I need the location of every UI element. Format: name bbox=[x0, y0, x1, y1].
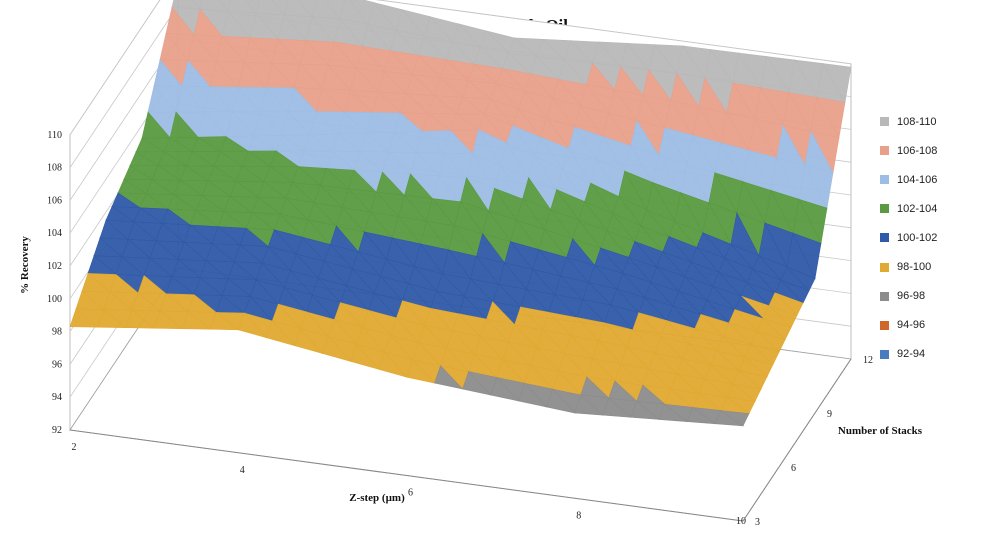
x-axis-line bbox=[69, 429, 744, 522]
x-tick-label: 2 bbox=[72, 442, 77, 453]
gridline bbox=[69, 0, 852, 136]
legend-item: 100-102 bbox=[880, 223, 990, 252]
z-tick-label: 110 bbox=[47, 130, 62, 141]
surface-patch bbox=[630, 400, 660, 420]
legend-item: 98-100 bbox=[880, 252, 990, 281]
depth-tick-label: 12 bbox=[863, 355, 873, 366]
legend-label: 102-104 bbox=[897, 202, 938, 215]
legend-swatch bbox=[880, 349, 889, 359]
legend-swatch bbox=[880, 320, 889, 330]
x-tick-label: 10 bbox=[736, 516, 746, 527]
legend-item: 102-104 bbox=[880, 194, 990, 223]
legend-item: 108-110 bbox=[880, 107, 990, 136]
surface-patch bbox=[602, 397, 632, 418]
legend-label: 108-110 bbox=[897, 115, 937, 128]
legend-label: 106-108 bbox=[897, 144, 938, 157]
legend-label: 96-98 bbox=[897, 290, 926, 303]
surface-patch bbox=[490, 376, 520, 402]
x-tick-label: 6 bbox=[408, 488, 413, 499]
z-tick-label: 104 bbox=[47, 228, 62, 239]
x-tick-label: 4 bbox=[240, 465, 245, 476]
depth-tick-label: 9 bbox=[827, 409, 832, 420]
x-axis-title: Z-step (µm) bbox=[349, 492, 405, 504]
surface-patch bbox=[686, 406, 716, 425]
legend-label: 98-100 bbox=[897, 261, 932, 274]
surface-patch bbox=[181, 311, 212, 330]
legend-item: 96-98 bbox=[880, 282, 990, 311]
z-tick-label: 106 bbox=[47, 195, 62, 206]
surface-patch bbox=[209, 311, 240, 331]
legend-item: 106-108 bbox=[880, 136, 990, 165]
legend-swatch bbox=[880, 175, 889, 185]
legend-label: 92-94 bbox=[897, 348, 926, 361]
legend-item: 92-94 bbox=[880, 340, 990, 369]
z-tick-label: 100 bbox=[47, 294, 62, 305]
legend-swatch bbox=[880, 204, 889, 214]
legend-swatch bbox=[880, 262, 889, 272]
depth-tick-label: 6 bbox=[791, 463, 796, 474]
z-tick-label: 108 bbox=[47, 163, 62, 174]
surface-patch bbox=[192, 0, 203, 10]
z-tick-label: 92 bbox=[52, 425, 62, 436]
surface-patch bbox=[574, 394, 604, 416]
surface-patch bbox=[406, 359, 436, 384]
surface-patch bbox=[237, 312, 268, 339]
x-tick-label: 8 bbox=[576, 510, 581, 521]
surface-patch bbox=[218, 0, 232, 12]
z-tick-label: 94 bbox=[52, 392, 62, 403]
legend-label: 104-106 bbox=[897, 173, 938, 186]
surface-patch bbox=[462, 371, 492, 396]
legend-swatch bbox=[880, 146, 889, 156]
surface-patch bbox=[69, 308, 99, 328]
z-tick-label: 98 bbox=[52, 327, 62, 338]
surface-patch bbox=[97, 309, 127, 329]
legend-item: 104-106 bbox=[880, 165, 990, 194]
legend-swatch bbox=[880, 117, 889, 127]
surface-patch bbox=[378, 351, 408, 378]
surface-patch bbox=[658, 403, 688, 422]
surface-patch bbox=[518, 382, 548, 408]
surface-patch bbox=[714, 410, 745, 427]
legend-item: 94-96 bbox=[880, 311, 990, 340]
legend-label: 94-96 bbox=[897, 319, 926, 332]
surface-patch bbox=[434, 365, 464, 390]
legend-swatch bbox=[880, 291, 889, 301]
y-axis-title: % Recovery bbox=[19, 236, 31, 294]
surface-patch bbox=[350, 343, 380, 370]
legend-swatch bbox=[880, 233, 889, 243]
depth-axis-line bbox=[742, 358, 852, 522]
surface-patch bbox=[293, 328, 324, 354]
depth-tick-label: 3 bbox=[755, 517, 760, 528]
surface-patch bbox=[321, 335, 352, 362]
surface-patch bbox=[153, 310, 184, 330]
surface-patch bbox=[125, 309, 155, 329]
depth-axis-title: Number of Stacks bbox=[838, 425, 923, 437]
z-tick-label: 102 bbox=[47, 261, 62, 272]
legend-label: 100-102 bbox=[897, 231, 938, 244]
surface-patch bbox=[546, 388, 576, 414]
legend: 108-110 106-108 104-106 102-104 100-102 98-10… bbox=[880, 107, 990, 369]
z-tick-label: 96 bbox=[52, 359, 62, 370]
surface-patch bbox=[265, 320, 296, 347]
